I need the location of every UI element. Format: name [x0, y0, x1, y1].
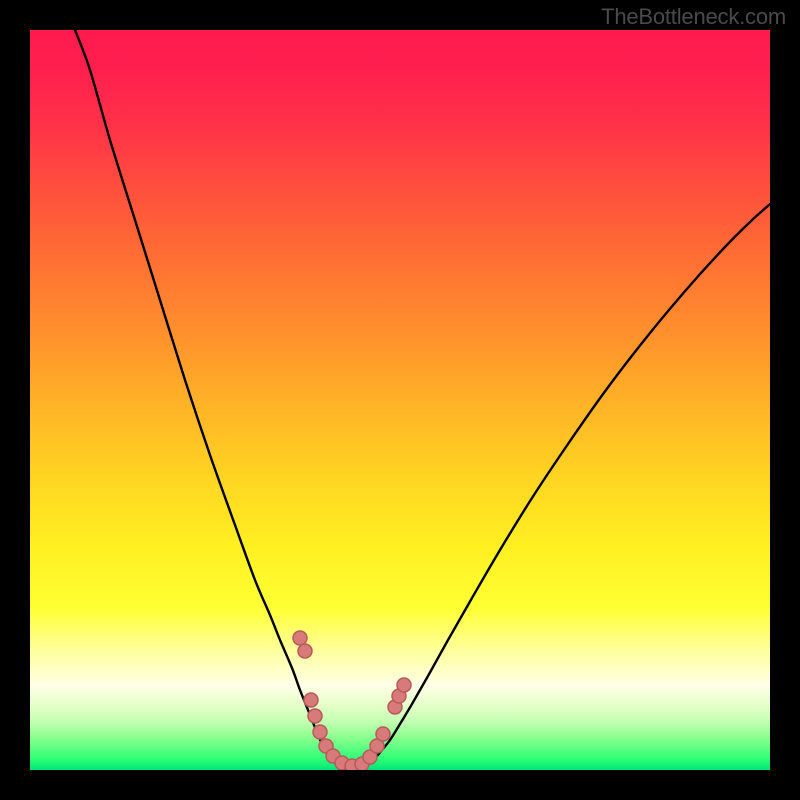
curve-marker — [308, 709, 322, 723]
curve-marker — [298, 644, 312, 658]
curve-marker — [304, 693, 318, 707]
curve-marker — [397, 678, 411, 692]
curve-marker — [293, 631, 307, 645]
chart-stage: TheBottleneck.com — [0, 0, 800, 800]
watermark-text: TheBottleneck.com — [601, 4, 786, 30]
curve-marker — [313, 725, 327, 739]
curve-marker — [376, 727, 390, 741]
bottleneck-curve-chart — [0, 0, 800, 800]
chart-background-gradient — [30, 30, 770, 770]
